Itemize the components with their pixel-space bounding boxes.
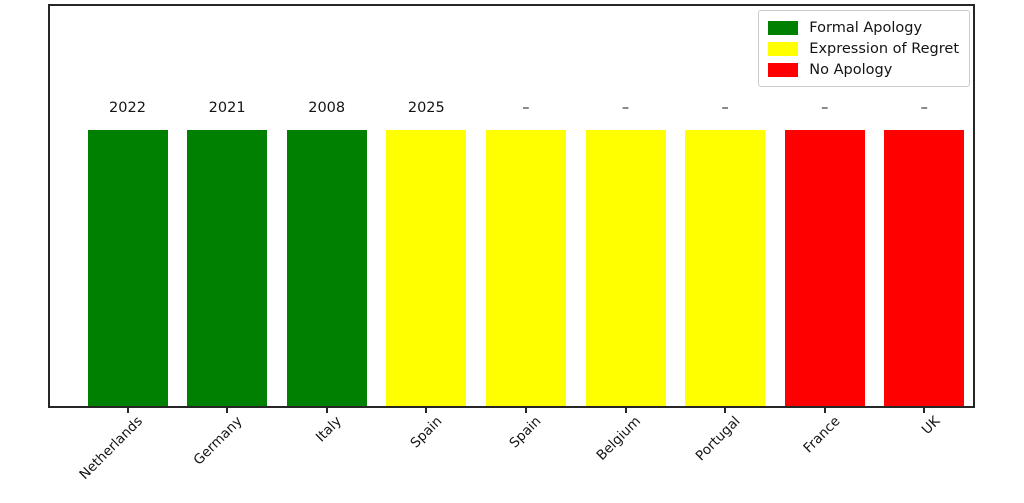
bar-value-label: – — [721, 100, 729, 116]
x-tick — [325, 408, 328, 413]
x-tick — [126, 408, 129, 413]
bar-value-label: 2008 — [308, 100, 346, 116]
bar-value-label: – — [621, 100, 630, 116]
x-tick — [425, 408, 428, 413]
legend-entry-label: Formal Apology — [809, 19, 923, 36]
legend-swatch-icon — [768, 20, 799, 35]
x-tick — [724, 408, 727, 413]
bar-value-label: – — [920, 100, 928, 116]
bar-spain-3 — [386, 130, 467, 406]
legend: Formal Apology Expression of Regret No Apo… — [758, 10, 970, 87]
bar-value-label: 2021 — [208, 100, 246, 116]
x-tick — [226, 408, 229, 413]
bar-value-label: 2025 — [407, 100, 445, 116]
bar-netherlands-0 — [87, 130, 168, 406]
x-tick — [823, 408, 826, 413]
legend-swatch-icon — [768, 41, 799, 56]
x-tick-label: Portugal — [692, 413, 744, 465]
legend-entry-label: Expression of Regret — [809, 40, 959, 57]
x-tick-label: Spain — [406, 413, 445, 452]
legend-item: Expression of Regret — [768, 38, 959, 59]
legend-item: Formal Apology — [768, 17, 959, 38]
x-tick-label: Italy — [313, 413, 346, 446]
legend-entry-label: No Apology — [809, 61, 893, 78]
bar-belgium-5 — [585, 130, 666, 406]
x-tick-label: UK — [918, 413, 943, 438]
x-tick — [624, 408, 627, 413]
x-tick — [923, 408, 926, 413]
bar-value-label: – — [522, 100, 530, 116]
bar-value-label: – — [821, 100, 829, 116]
x-tick-label: Spain — [506, 413, 545, 452]
x-tick-label: Netherlands — [76, 413, 147, 483]
bar-germany-1 — [187, 130, 268, 406]
x-tick-label: France — [800, 413, 844, 457]
bar-france-7 — [784, 130, 865, 406]
x-tick — [524, 408, 527, 413]
bar-italy-2 — [286, 130, 367, 406]
legend-swatch-icon — [768, 62, 799, 77]
bar-uk-8 — [884, 130, 965, 406]
legend-item: No Apology — [768, 59, 959, 80]
plot-area: Formal Apology Expression of Regret No Apo… — [48, 4, 975, 408]
bar-spain-4 — [485, 130, 566, 406]
bar-portugal-6 — [685, 130, 766, 406]
x-tick-label: Germany — [190, 413, 246, 469]
bar-value-label: 2022 — [109, 100, 146, 116]
x-tick-label: Belgium — [593, 413, 645, 464]
